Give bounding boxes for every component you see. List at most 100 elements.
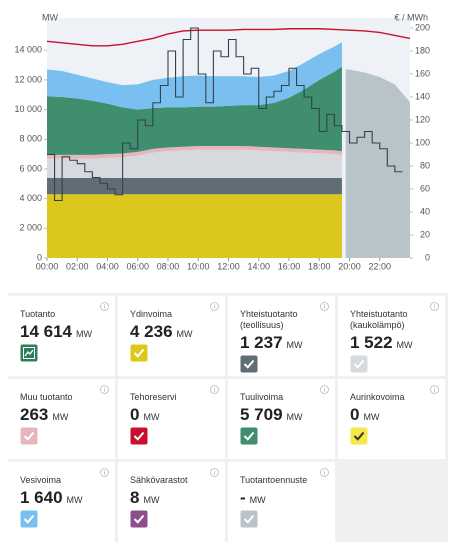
icon-box [130, 427, 148, 445]
card-label: Ydinvoima [130, 309, 173, 319]
card-value: 14 614 [20, 322, 72, 341]
stat-card: Aurinkovoima 0 MW [338, 379, 445, 459]
y2-tick-label: 140 [415, 91, 430, 101]
info-icon [430, 302, 439, 311]
card-icon [350, 355, 368, 373]
stat-card: Yhteistuotanto (kaukolämpö) 1 522 MW [338, 296, 445, 376]
x-tick-label: 20:00 [338, 261, 361, 271]
consumption-line [46, 28, 411, 47]
icon-box [130, 510, 148, 528]
stat-card: Tehoreservi 0 MW [118, 379, 225, 459]
info-dot [214, 304, 215, 306]
card-label: Tehoreservi [130, 392, 177, 402]
stat-card: Tuotantoennuste - MW [228, 462, 335, 542]
card-value-row: 5 709 MW [240, 403, 335, 425]
info-icon [210, 468, 219, 477]
forecast-area [345, 69, 410, 258]
y2-tick-label: 80 [420, 160, 430, 170]
card-value: 0 [350, 405, 360, 424]
card-label: Aurinkovoima [350, 392, 405, 402]
y-tick-label: 2 000 [19, 223, 42, 233]
info-circle [100, 302, 109, 311]
card-value: 8 [130, 488, 140, 507]
info-circle [100, 385, 109, 394]
stat-card: Vesivoima 1 640 MW [8, 462, 115, 542]
info-circle [100, 468, 109, 477]
icon-box [240, 427, 258, 445]
icon-check [133, 431, 145, 441]
x-tick-label: 02:00 [66, 261, 89, 271]
info-dot [104, 387, 105, 389]
y-tick-label: 4 000 [19, 193, 42, 203]
card-icon [240, 510, 258, 528]
x-tick-label: 08:00 [157, 261, 180, 271]
y-tick-label: 0 [37, 252, 42, 262]
x-tick-label: 16:00 [278, 261, 301, 271]
icon-check [23, 431, 35, 441]
card-value: 1 640 [20, 488, 63, 507]
icon-check [243, 359, 255, 369]
area-series [47, 149, 342, 178]
card-value-row: 8 MW [130, 486, 225, 508]
y2-tick-label: 60 [420, 183, 430, 193]
card-label: Vesivoima [20, 475, 62, 485]
area-series [47, 177, 342, 195]
info-icon [210, 385, 219, 394]
info-dot [214, 387, 215, 389]
info-circle [320, 302, 329, 311]
card-label: Sähkövarastot [130, 475, 188, 485]
card-value-row: 14 614 MW [20, 320, 115, 342]
card-value-row: 0 MW [350, 403, 445, 425]
card-value: 1 237 [240, 333, 283, 352]
y-tick-label: 14 000 [14, 45, 42, 55]
card-icon [130, 510, 148, 528]
info-circle [320, 385, 329, 394]
card-icon [20, 344, 38, 362]
card-icon [130, 344, 148, 362]
card-icon [20, 510, 38, 528]
x-tick-label: 10:00 [187, 261, 210, 271]
icon-check [243, 431, 255, 441]
x-tick-label: 04:00 [96, 261, 119, 271]
info-circle [430, 385, 439, 394]
y2-tick-label: 20 [420, 229, 430, 239]
y2-tick-label: 160 [415, 68, 430, 78]
info-icon [320, 468, 329, 477]
x-tick-label: 06:00 [126, 261, 149, 271]
card-unit: MW [176, 329, 193, 339]
card-unit: MW [396, 340, 413, 350]
card-label: Tuotanto [20, 309, 56, 319]
area-series [47, 42, 342, 110]
y-tick-label: 12 000 [14, 74, 42, 84]
info-dot [324, 387, 325, 389]
card-label: Tuulivoima [240, 392, 284, 402]
icon-box [130, 344, 148, 362]
card-unit: MW [66, 495, 83, 505]
y2-tick-label: 0 [425, 252, 430, 262]
icon-check [353, 359, 365, 369]
card-icon [240, 427, 258, 445]
card-grid: Tuotanto 14 614 MW Ydinvoima 4 236 MW Yhteistu… [8, 293, 448, 542]
card-label: Yhteistuotanto (teollisuus) [240, 309, 298, 330]
area-series [47, 194, 342, 258]
card-icon [240, 355, 258, 373]
card-value-row: 0 MW [130, 403, 225, 425]
y2-tick-label: 100 [415, 137, 430, 147]
icon-frame [23, 347, 35, 359]
card-unit: MW [76, 329, 92, 339]
info-dot [104, 470, 105, 472]
y-tick-label: 8 000 [19, 134, 42, 144]
info-dot [324, 470, 325, 472]
icon-box [240, 510, 258, 528]
card-icon [130, 427, 148, 445]
y2-unit: € / MWh [394, 12, 428, 22]
card-unit: MW [143, 495, 160, 505]
icon-check [353, 431, 365, 441]
card-label: Yhteistuotanto (kaukolämpö) [350, 309, 408, 330]
y2-tick-label: 40 [420, 206, 430, 216]
card-value: 5 709 [240, 405, 283, 424]
card-unit: MW [286, 412, 303, 422]
icon-box [20, 510, 38, 528]
card-value: 263 [20, 405, 49, 424]
x-tick-label: 14:00 [247, 261, 270, 271]
